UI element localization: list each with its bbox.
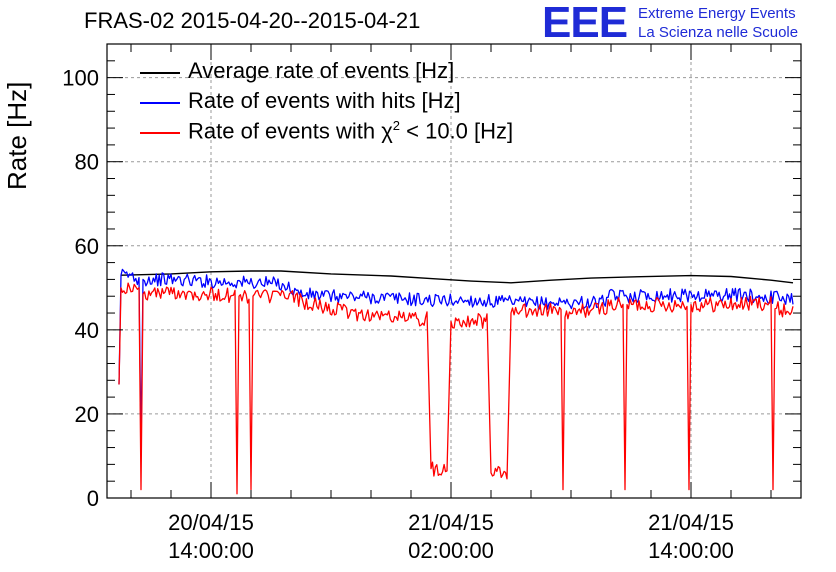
x-tick-label-date: 21/04/15 [408,510,494,535]
legend-label-hits: Rate of events with hits [Hz] [188,88,461,113]
legend-label-chi2-prefix: Rate of events with [188,118,382,144]
legend-label-chi2-symbol: χ [381,118,393,144]
series-line-hits [118,268,794,449]
legend-label-chi2: Rate of events with χ2 < 10.0 [Hz] [188,118,513,144]
grid-layer [107,44,801,498]
y-tick-label: 0 [87,486,99,511]
legend-swatch-average [140,72,180,74]
series-line-chi2 [118,282,794,495]
series-layer [118,268,794,495]
legend-label-chi2-sup: 2 [392,118,401,133]
logo-line-2: La Scienza nelle Scuole [638,24,799,41]
logo-line-1: Extreme Energy Events [638,5,796,22]
y-tick-label: 20 [75,402,99,427]
legend-label-average: Average rate of events [Hz] [188,58,455,83]
logo-mark: EEE [542,0,628,47]
y-tick-label: 60 [75,234,99,259]
x-tick-label-time: 14:00:00 [648,538,734,563]
x-tick-label-date: 20/04/15 [168,510,254,535]
x-tick-label-time: 02:00:00 [408,538,494,563]
y-tick-label: 80 [75,150,99,175]
axis-layer: 0 20 40 60 80 100 20/04/15 14:00:00 21/04/15 02:0… [62,43,802,563]
legend-swatch-chi2 [140,132,180,134]
y-tick-label: 40 [75,318,99,343]
plot-frame [106,43,802,499]
legend-label-chi2-suffix: < 10.0 [Hz] [400,118,514,144]
x-tick-label-date: 21/04/15 [648,510,734,535]
y-tick-label: 100 [62,66,99,91]
series-line-average [120,270,794,284]
y-axis-label: Rate [Hz] [2,81,32,190]
x-tick-label-time: 14:00:00 [168,538,254,563]
legend-swatch-hits [140,102,180,104]
chart-title: FRAS-02 2015-04-20--2015-04-21 [84,8,421,33]
